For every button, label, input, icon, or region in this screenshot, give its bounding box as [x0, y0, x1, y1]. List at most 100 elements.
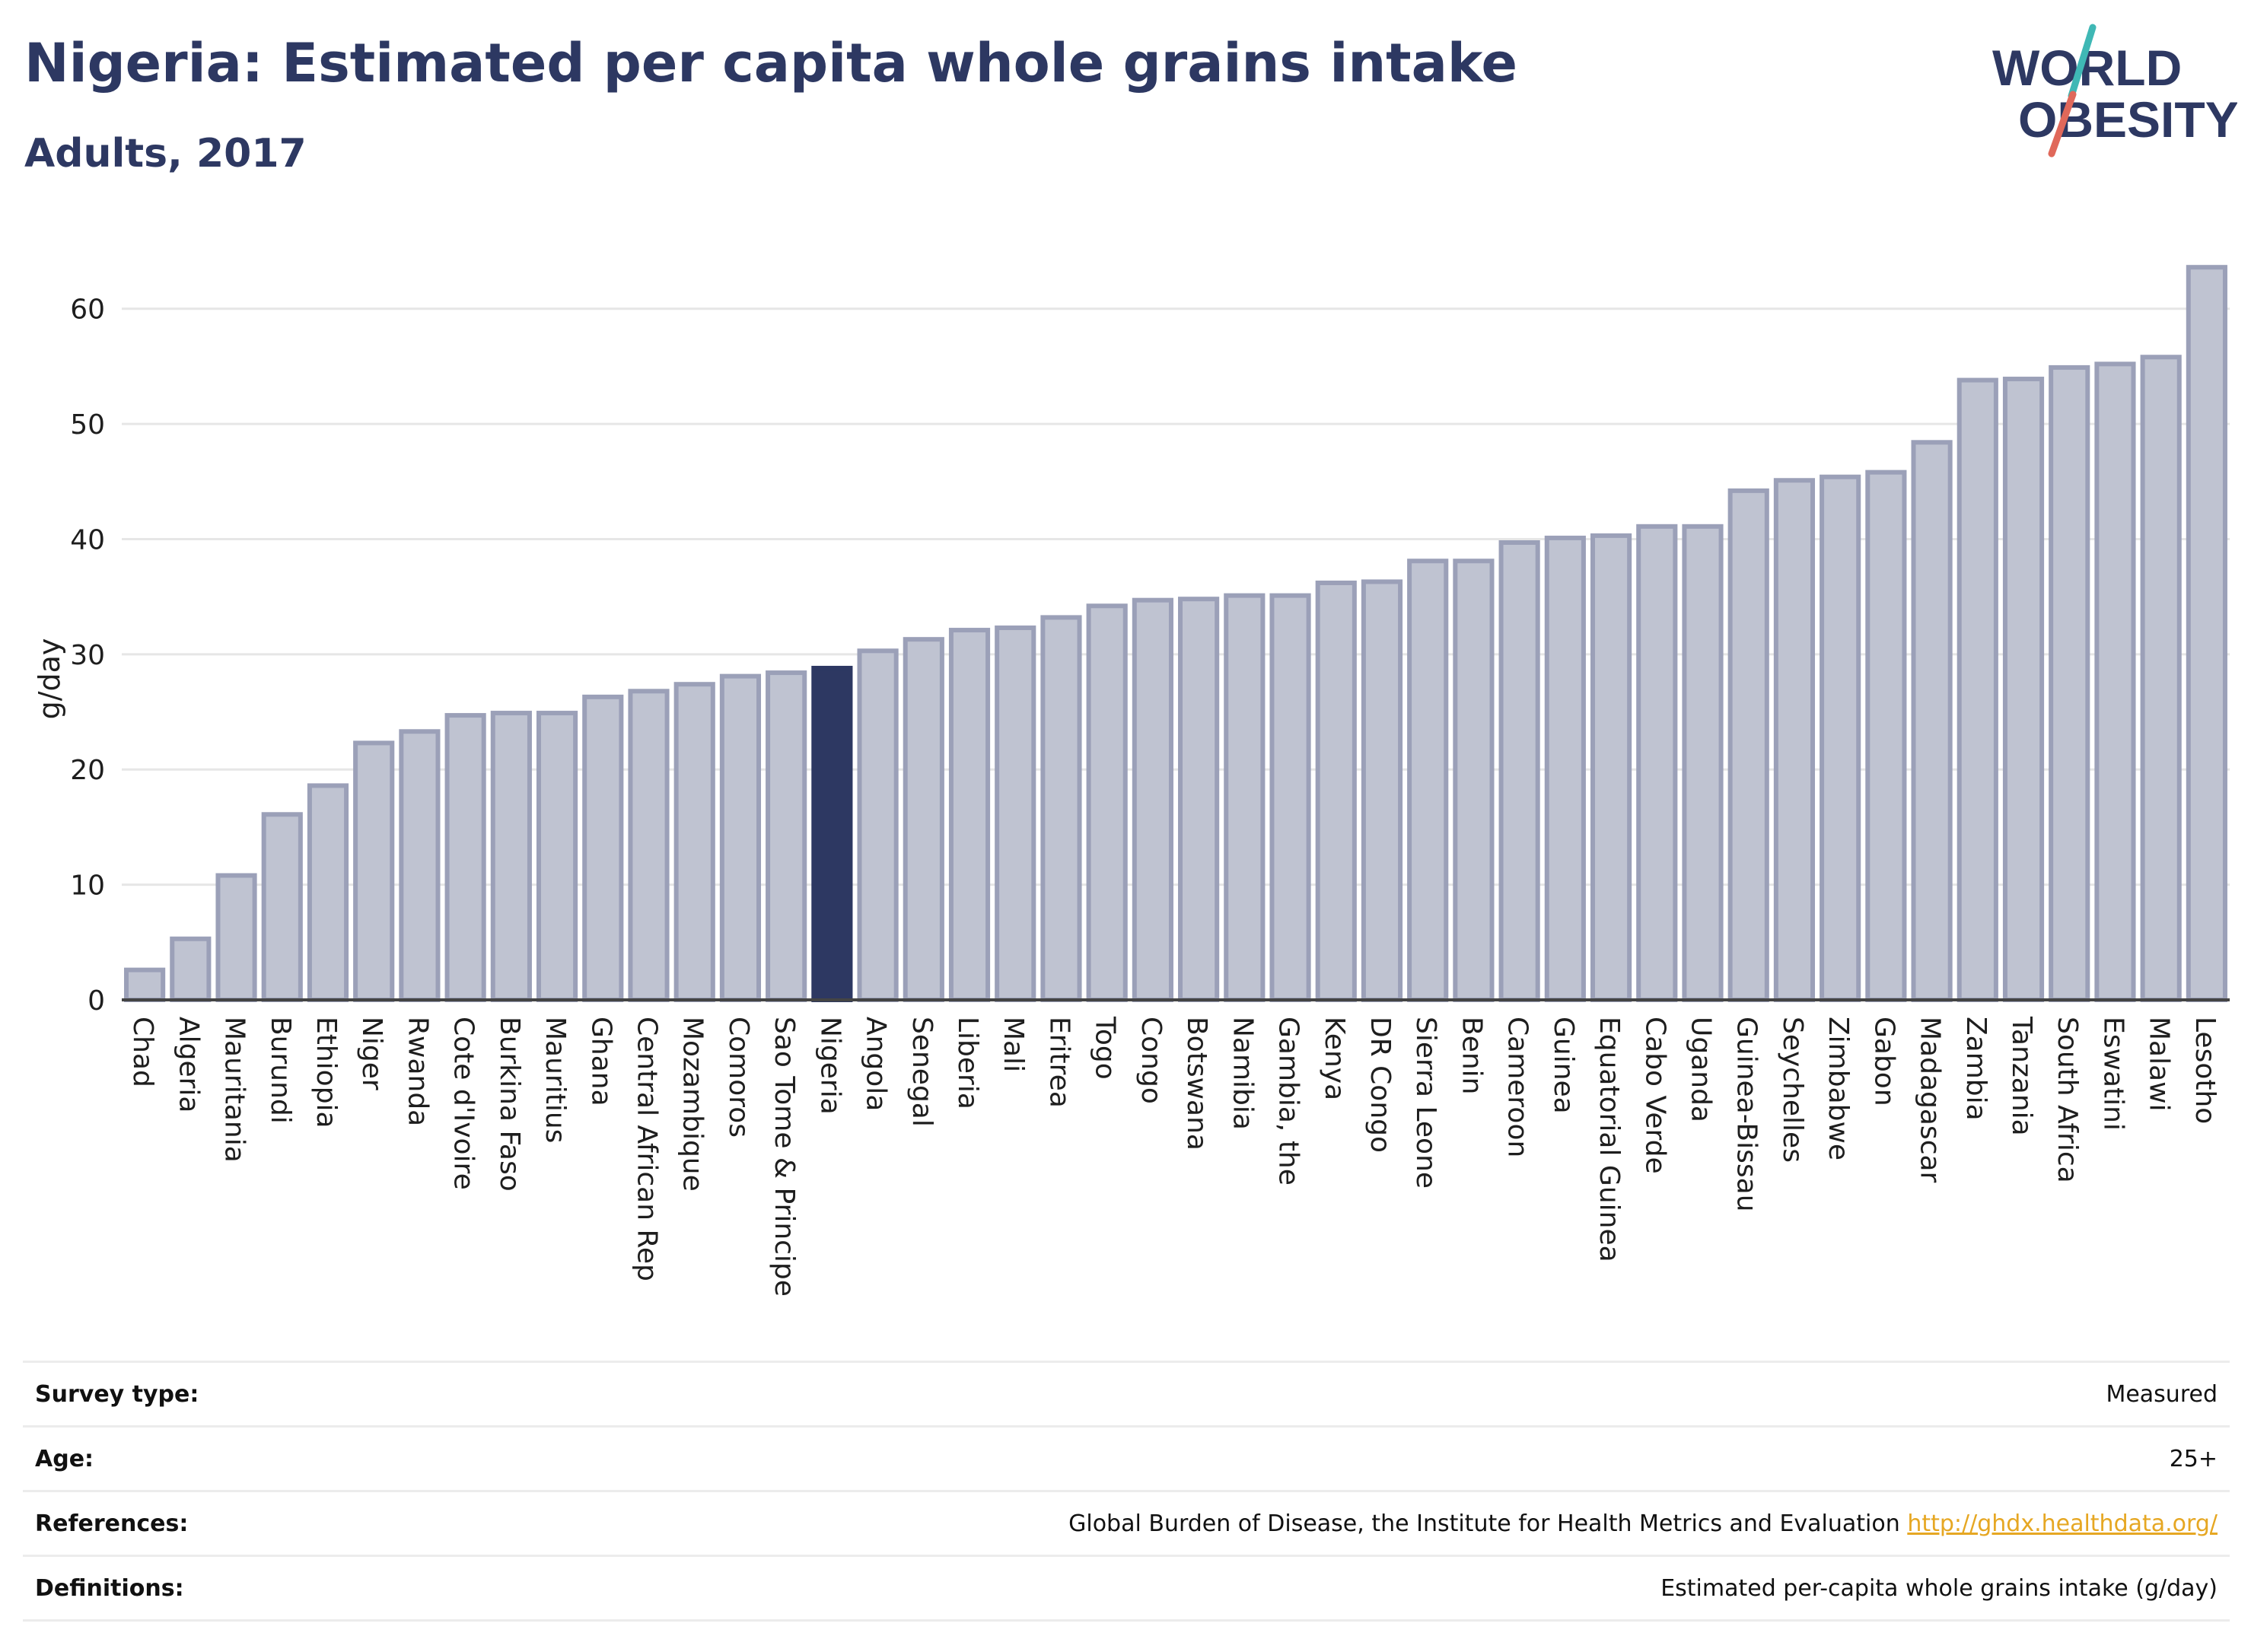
bar [1361, 579, 1403, 1002]
reference-link[interactable]: http://ghdx.healthdata.org/ [1907, 1510, 2218, 1537]
x-tick-label: Nigeria [814, 1017, 845, 1115]
x-tick-label: Burkina Faso [494, 1017, 525, 1192]
x-tick-label: Niger [356, 1017, 387, 1090]
bar [2094, 361, 2136, 1002]
bar [307, 783, 349, 1002]
x-tick-label: Central African Rep [632, 1017, 663, 1281]
logo-slash-teal [2068, 24, 2097, 100]
x-tick-label: Benin [1456, 1017, 1487, 1094]
bar [903, 637, 944, 1002]
x-tick-label: Eswatini [2097, 1017, 2128, 1131]
x-tick-label: Cameroon [1502, 1017, 1533, 1157]
y-tick-label: 20 [70, 755, 105, 786]
x-tick-label: Gabon [1868, 1017, 1899, 1106]
x-tick-label: Chad [127, 1017, 158, 1087]
bar [444, 713, 486, 1003]
logo-slash-red [2048, 91, 2077, 158]
x-tick-label: Mauritius [540, 1017, 571, 1143]
chart-title: Nigeria: Estimated per capita whole grai… [24, 32, 1518, 94]
x-tick-label: Zimbabwe [1823, 1017, 1854, 1160]
bar [1865, 469, 1907, 1002]
footer-row-survey-type: Survey type: Measured [23, 1361, 2230, 1425]
footer-value: Estimated per-capita whole grains intake… [1660, 1574, 2218, 1602]
x-tick-label: Gambia, the [1273, 1017, 1304, 1186]
x-tick-label: Sao Tome & Principe [769, 1017, 800, 1297]
x-tick-label: Botswana [1181, 1017, 1212, 1151]
bar [1224, 593, 1266, 1002]
bar [1956, 377, 1998, 1002]
bar [1407, 559, 1449, 1002]
x-tick-label: Angola [861, 1017, 892, 1111]
footer-label: References: [35, 1510, 189, 1537]
x-tick-label: Guinea-Bissau [1731, 1017, 1762, 1212]
x-tick-label: Cote d'Ivoire [448, 1017, 479, 1190]
x-tick-label: Congo [1135, 1017, 1167, 1104]
y-tick-label: 0 [88, 985, 105, 1017]
bar [719, 673, 762, 1003]
bar [948, 628, 991, 1002]
bar [2049, 364, 2090, 1003]
bar [1544, 535, 1586, 1002]
bar [1178, 597, 1220, 1002]
y-tick-label: 40 [70, 524, 105, 555]
x-tick-label: Senegal [906, 1017, 938, 1127]
footer-value: 25+ [2169, 1445, 2218, 1472]
x-tick-label: Sierra Leone [1410, 1017, 1441, 1189]
x-tick-label: Malawi [2144, 1017, 2175, 1112]
footer-label: Survey type: [35, 1380, 199, 1408]
bar [353, 740, 395, 1002]
bars [124, 265, 2227, 1003]
x-tick-label: Madagascar [1915, 1017, 1946, 1183]
bar [1086, 603, 1128, 1002]
x-tick-label: Uganda [1686, 1017, 1717, 1122]
x-tick-label: Equatorial Guinea [1594, 1017, 1625, 1262]
x-tick-label: Cabo Verde [1639, 1017, 1670, 1174]
bar [2002, 377, 2045, 1002]
bar [1682, 524, 1724, 1002]
bar [1911, 440, 1953, 1002]
bar [1132, 597, 1173, 1002]
bar [490, 711, 532, 1002]
footer-value: Measured [2106, 1380, 2218, 1408]
footer-value: Global Burden of Disease, the Institute … [1068, 1510, 2218, 1537]
x-tick-label: Togo [1090, 1016, 1121, 1080]
x-tick-label: Seychelles [1777, 1017, 1808, 1163]
reference-text: Global Burden of Disease, the Institute … [1068, 1510, 1900, 1537]
x-axis-labels: Chad Algeria Mauritania Burundi Ethiopia Nige… [127, 1016, 2221, 1297]
bar [1820, 474, 1861, 1002]
x-tick-label: Burundi [265, 1017, 296, 1124]
y-tick-label: 30 [70, 640, 105, 671]
bar [628, 689, 670, 1002]
footer-label: Definitions: [35, 1574, 184, 1602]
bar [995, 625, 1036, 1003]
footer-label: Age: [35, 1445, 94, 1472]
x-tick-label: Rwanda [402, 1017, 433, 1126]
bar [1773, 478, 1816, 1002]
x-tick-label: Comoros [723, 1017, 754, 1138]
bar [170, 936, 212, 1002]
x-tick-label: Algeria [173, 1017, 204, 1113]
world-obesity-logo: WORLD OBESITY [1992, 24, 2237, 158]
x-tick-label: Guinea [1548, 1017, 1579, 1114]
bar [1590, 533, 1632, 1002]
bar [2140, 355, 2182, 1002]
bar [1453, 559, 1495, 1002]
bar [215, 873, 257, 1003]
x-tick-label: Mali [998, 1017, 1029, 1072]
bar [1727, 488, 1769, 1002]
bar [857, 648, 899, 1002]
bar [766, 670, 807, 1002]
bar [673, 682, 715, 1003]
x-tick-label: Namibia [1227, 1017, 1258, 1130]
bar [1315, 580, 1357, 1002]
bar [1636, 524, 1678, 1002]
bar-chart: 0 10 20 30 40 50 60 Chad Algeria Mauritania Burun… [33, 265, 2230, 1297]
x-tick-label: Ethiopia [310, 1017, 342, 1128]
y-tick-label: 60 [70, 294, 105, 326]
bar [399, 729, 441, 1003]
bar [261, 812, 303, 1002]
y-tick-label: 10 [70, 871, 105, 902]
x-tick-label: South Africa [2052, 1017, 2083, 1183]
x-tick-label: Mozambique [677, 1017, 708, 1192]
bar [124, 967, 166, 1003]
